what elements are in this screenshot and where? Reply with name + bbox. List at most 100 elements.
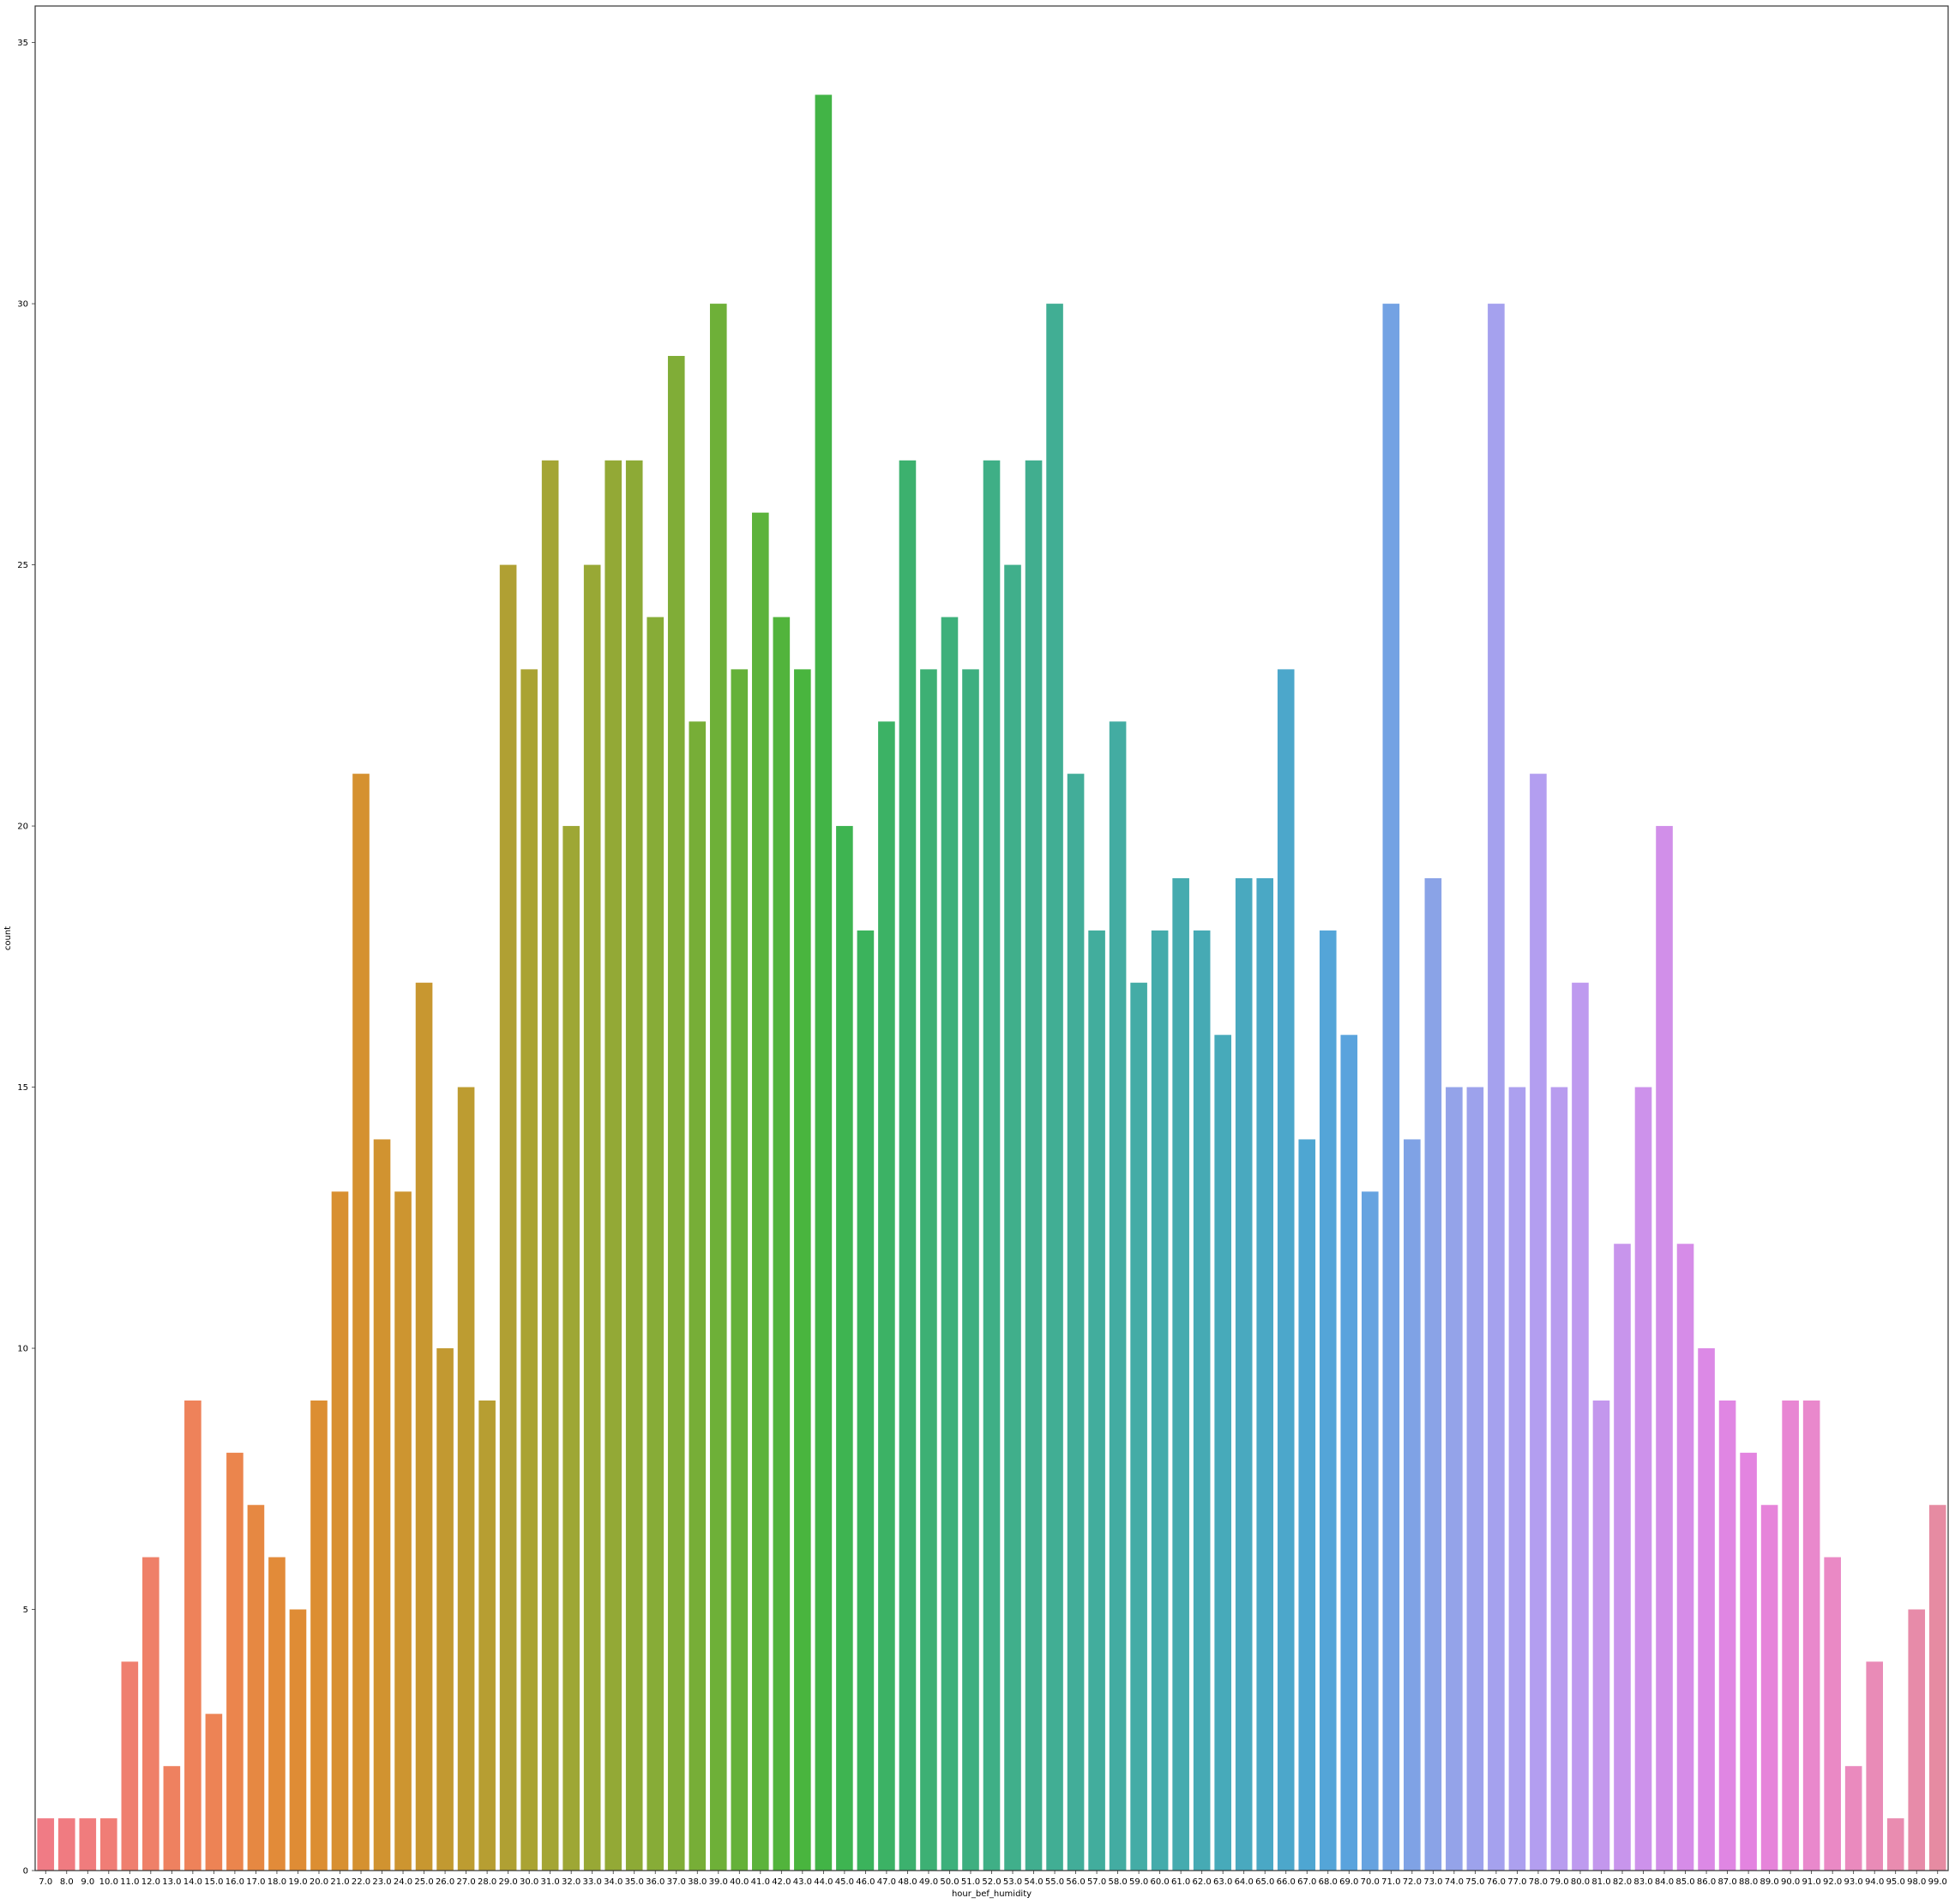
x-tick-label: 15.0 [204,1877,223,1887]
x-tick-label: 58.0 [1108,1877,1127,1887]
bar [1466,1087,1484,1871]
bar [899,460,917,1871]
y-axis: 0 5 10 15 20 25 30 35 [17,39,35,1877]
bar [941,617,959,1871]
x-tick-label: 42.0 [772,1877,791,1887]
x-tick-label: 7.0 [39,1877,52,1887]
bar [1698,1348,1715,1871]
x-tick-label: 40.0 [730,1877,749,1887]
x-tick-label: 44.0 [814,1877,833,1887]
x-tick-label: 27.0 [456,1877,475,1887]
bar [1928,1504,1946,1871]
x-tick-label: 11.0 [120,1877,139,1887]
x-tick-label: 72.0 [1403,1877,1422,1887]
bar [1802,1400,1820,1871]
x-tick-label: 29.0 [498,1877,517,1887]
bar [394,1191,412,1871]
x-tick-label: 24.0 [394,1877,412,1887]
x-tick-label: 30.0 [520,1877,538,1887]
x-tick-label: 13.0 [162,1877,181,1887]
bar [1424,877,1442,1871]
bar [709,304,727,1871]
bar [121,1661,139,1871]
bar [1656,826,1673,1871]
x-tick-label: 14.0 [183,1877,202,1887]
x-tick-label: 37.0 [667,1877,686,1887]
bar [373,1139,391,1871]
x-tick-label: 73.0 [1423,1877,1442,1887]
x-tick-label: 52.0 [982,1877,1001,1887]
bar [857,930,875,1871]
x-tick-label: 41.0 [751,1877,770,1887]
x-axis: 7.0 8.0 9.0 10.0 11.0 12.0 13.0 14.0 15.0 16.0 17.… [39,1871,1947,1887]
bar [457,1087,475,1871]
x-tick-label: 65.0 [1255,1877,1274,1887]
bar [1508,1087,1526,1871]
bar [1908,1609,1926,1871]
x-tick-label: 63.0 [1213,1877,1232,1887]
x-tick-label: 17.0 [246,1877,265,1887]
bar [1130,982,1147,1871]
bar [1592,1400,1610,1871]
bar [1760,1504,1778,1871]
x-tick-label: 79.0 [1549,1877,1568,1887]
bar [100,1818,117,1871]
x-tick-label: 91.0 [1802,1877,1821,1887]
x-tick-label: 38.0 [688,1877,707,1887]
x-tick-label: 82.0 [1613,1877,1632,1887]
x-tick-label: 34.0 [604,1877,623,1887]
bar [247,1504,265,1871]
bar [1550,1087,1568,1871]
bar [541,460,559,1871]
bar [1614,1244,1631,1871]
bar [226,1452,244,1871]
bar [1088,930,1105,1871]
bar [625,460,643,1871]
bar [562,826,580,1871]
bar [1824,1557,1841,1871]
bar [1067,774,1085,1871]
x-tick-label: 75.0 [1465,1877,1484,1887]
bar [1530,774,1547,1871]
x-tick-label: 60.0 [1150,1877,1169,1887]
x-tick-label: 80.0 [1571,1877,1590,1887]
x-tick-label: 77.0 [1507,1877,1526,1887]
bar [605,460,623,1871]
x-tick-label: 94.0 [1865,1877,1884,1887]
x-tick-label: 21.0 [330,1877,349,1887]
x-tick-label: 47.0 [877,1877,896,1887]
bar [1634,1087,1652,1871]
bar [478,1400,496,1871]
x-tick-label: 54.0 [1024,1877,1043,1887]
bar [1446,1087,1463,1871]
bar [1109,721,1127,1871]
x-tick-label: 20.0 [310,1877,328,1887]
x-tick-label: 67.0 [1297,1877,1316,1887]
x-tick-label: 59.0 [1129,1877,1148,1887]
y-tick-label: 25 [17,561,28,570]
x-tick-label: 61.0 [1171,1877,1190,1887]
bar [1319,930,1337,1871]
bar [205,1714,223,1871]
x-tick-label: 81.0 [1591,1877,1610,1887]
bar [1025,460,1043,1871]
bar [1277,669,1295,1871]
x-tick-label: 22.0 [352,1877,370,1887]
x-tick-label: 25.0 [414,1877,433,1887]
bar [520,669,538,1871]
x-tick-label: 85.0 [1675,1877,1694,1887]
bar [962,669,979,1871]
bar [310,1400,328,1871]
y-tick-label: 30 [17,300,28,310]
bar [583,564,601,1871]
bar [79,1818,97,1871]
bar [731,669,749,1871]
x-tick-label: 78.0 [1529,1877,1548,1887]
x-tick-label: 86.0 [1697,1877,1716,1887]
x-tick-label: 99.0 [1928,1877,1947,1887]
x-tick-label: 43.0 [793,1877,812,1887]
x-tick-label: 89.0 [1760,1877,1778,1887]
y-tick-label: 0 [23,1867,28,1877]
bar [1488,304,1505,1871]
